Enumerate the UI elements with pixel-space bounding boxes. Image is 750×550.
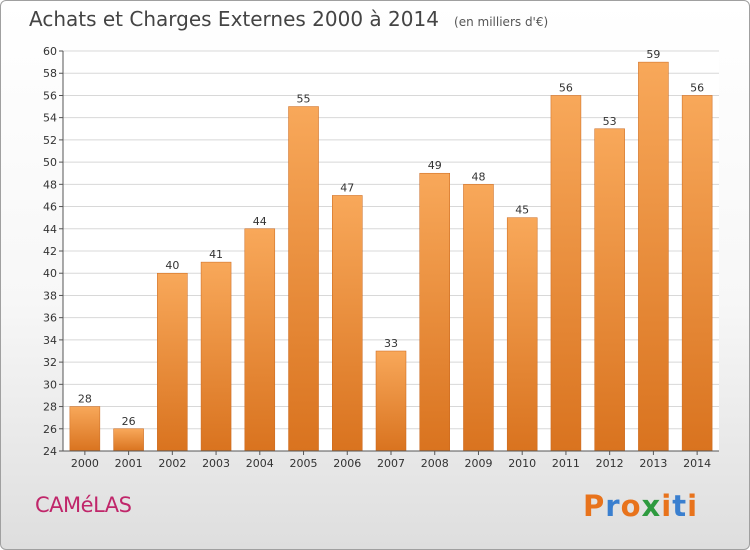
bar [69, 406, 101, 452]
bar [113, 428, 144, 452]
x-tick-label: 2014 [683, 457, 711, 470]
x-tick-label: 2007 [377, 457, 405, 470]
y-tick-label: 60 [43, 45, 57, 58]
bar-value-label: 28 [78, 393, 92, 406]
y-tick-label: 54 [43, 112, 57, 125]
bar-value-label: 47 [340, 181, 354, 194]
x-tick-label: 2004 [246, 457, 274, 470]
chart-subtitle: (en milliers d'€) [454, 15, 549, 29]
x-tick-label: 2009 [464, 457, 492, 470]
y-tick-label: 28 [43, 401, 57, 414]
bar [506, 217, 538, 452]
bar-value-label: 49 [428, 159, 442, 172]
commune-name: CAMéLAS [35, 493, 132, 517]
y-tick-label: 52 [43, 134, 57, 147]
bar-value-label: 33 [384, 337, 398, 350]
bar-value-label: 56 [559, 81, 573, 94]
x-tick-label: 2005 [290, 457, 318, 470]
y-tick-label: 32 [43, 356, 57, 369]
bar [594, 128, 625, 452]
bar [244, 228, 276, 452]
x-tick-label: 2003 [202, 457, 230, 470]
logo-letter: i [687, 489, 699, 523]
logo-letter: i [661, 489, 673, 523]
bar [550, 95, 582, 452]
x-tick-label: 2012 [596, 457, 624, 470]
bar [638, 61, 669, 452]
x-tick-label: 2011 [552, 457, 580, 470]
bar-value-label: 26 [122, 415, 136, 428]
logo-letter: t [672, 489, 688, 523]
x-tick-label: 2002 [158, 457, 186, 470]
y-tick-label: 26 [43, 423, 57, 436]
logo-letter: x [641, 489, 662, 523]
bar-value-label: 56 [690, 81, 704, 94]
bar [288, 106, 319, 452]
y-tick-label: 38 [43, 289, 57, 302]
x-tick-label: 2000 [71, 457, 99, 470]
y-tick-label: 30 [43, 378, 57, 391]
y-tick-label: 36 [43, 312, 57, 325]
proxiti-logo: Proxiti [583, 489, 698, 523]
bar-value-label: 41 [209, 248, 223, 261]
bar-value-label: 48 [471, 170, 485, 183]
bar-value-label: 53 [603, 115, 617, 128]
y-tick-label: 56 [43, 89, 57, 102]
y-tick-label: 40 [43, 267, 57, 280]
bar [375, 350, 407, 452]
x-tick-label: 2013 [639, 457, 667, 470]
y-tick-label: 44 [43, 223, 57, 236]
bar [332, 195, 363, 452]
y-tick-label: 42 [43, 245, 57, 258]
bar-value-label: 40 [165, 259, 179, 272]
y-tick-label: 46 [43, 201, 57, 214]
logo-letter: P [583, 489, 606, 523]
y-tick-label: 24 [43, 445, 57, 458]
bar [681, 95, 713, 452]
x-tick-label: 2001 [115, 457, 143, 470]
y-tick-label: 50 [43, 156, 57, 169]
bar-value-label: 55 [297, 93, 311, 106]
y-tick-label: 58 [43, 67, 57, 80]
bar [463, 184, 494, 452]
y-tick-label: 34 [43, 334, 57, 347]
x-tick-label: 2008 [421, 457, 449, 470]
bar [419, 172, 450, 452]
logo-letter: r [605, 489, 621, 523]
bar [157, 272, 188, 452]
bar-value-label: 59 [646, 48, 660, 61]
y-tick-label: 48 [43, 178, 57, 191]
bar [200, 261, 232, 452]
bar-value-label: 44 [253, 215, 267, 228]
bar-value-label: 45 [515, 204, 529, 217]
title-row: Achats et Charges Externes 2000 à 2014 (… [29, 7, 548, 31]
chart-title: Achats et Charges Externes 2000 à 2014 [29, 7, 439, 31]
logo-letter: o [620, 489, 642, 523]
x-tick-label: 2006 [333, 457, 361, 470]
x-tick-label: 2010 [508, 457, 536, 470]
